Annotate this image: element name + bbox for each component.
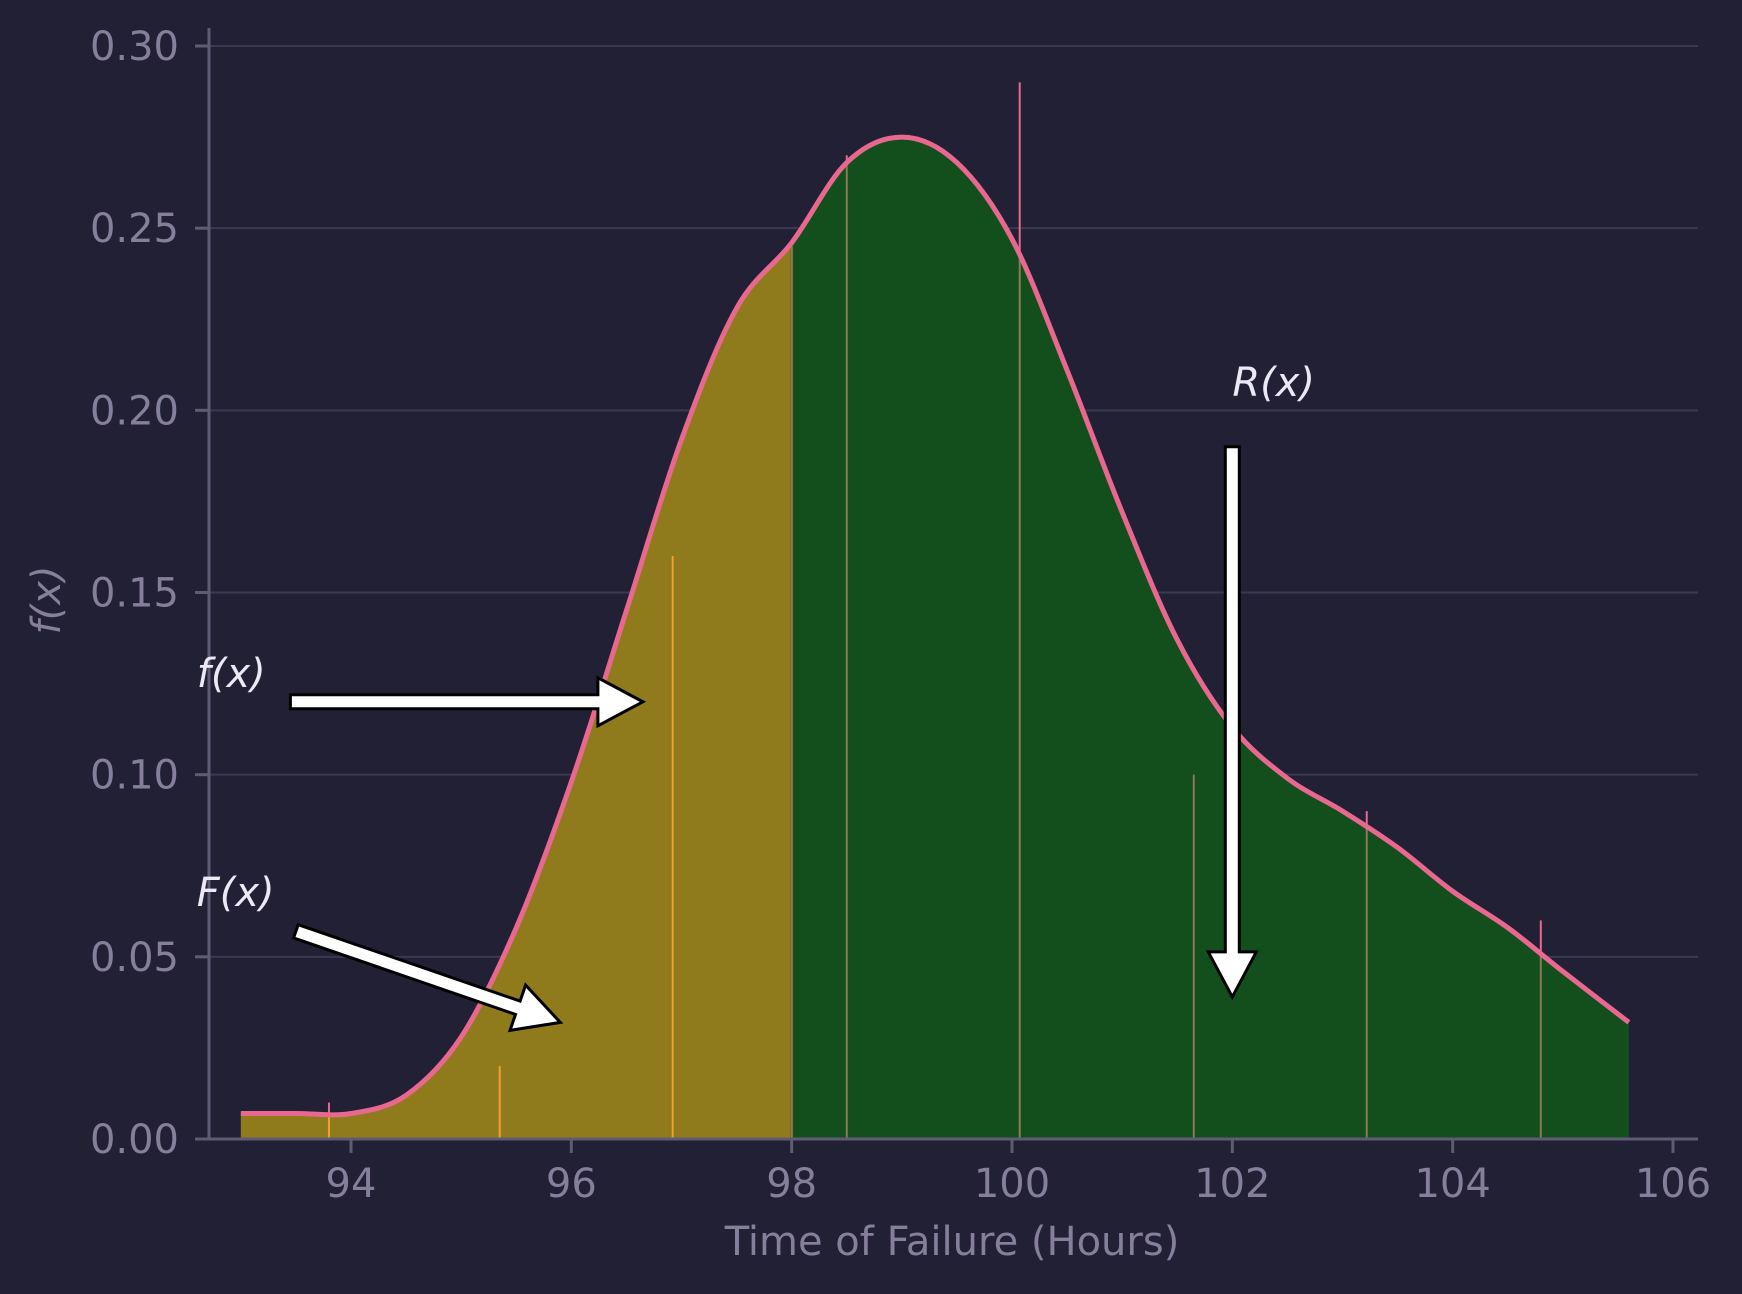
axes: 0.00 0.05 0.10 0.15 0.20 0.25 0.30 94 96 98 100 102… [90, 24, 1711, 1207]
y-tick-label: 0.05 [90, 935, 179, 981]
rug-marks [327, 82, 1542, 1139]
x-tick-label: 104 [1414, 1161, 1490, 1207]
y-tick-label: 0.30 [90, 24, 179, 70]
y-tick-label: 0.10 [90, 753, 179, 799]
cdf-fill-area [240, 242, 792, 1139]
annotation-arrows [288, 445, 1259, 1033]
annotation-arrow-rel [1205, 445, 1259, 1001]
x-tick-label: 100 [974, 1161, 1050, 1207]
y-tick-label: 0.20 [90, 388, 179, 434]
annotation-labels: f(x) F(x) R(x) [197, 360, 1315, 916]
annotation-arrow-cdf [291, 922, 564, 1033]
y-tick-label: 0.25 [90, 206, 179, 252]
x-tick-label: 102 [1194, 1161, 1270, 1207]
annotation-arrow-pdf [288, 675, 647, 729]
y-axis-label: f(x) [24, 566, 70, 635]
x-tick-label: 94 [326, 1161, 377, 1207]
x-tick-label: 106 [1635, 1161, 1711, 1207]
density-curve-layer [240, 134, 1631, 1118]
density-curve [240, 134, 1631, 1118]
annotation-label-cdf: F(x) [197, 870, 275, 916]
annotation-label-pdf: f(x) [197, 651, 266, 697]
x-tick-label: 98 [766, 1161, 817, 1207]
y-tick-label: 0.15 [90, 571, 179, 617]
y-tick-label: 0.00 [90, 1117, 179, 1163]
x-axis-label: Time of Failure (Hours) [724, 1219, 1180, 1265]
reliability-fill-area [791, 137, 1629, 1139]
annotation-label-rel: R(x) [1232, 360, 1315, 406]
x-tick-label: 96 [546, 1161, 597, 1207]
